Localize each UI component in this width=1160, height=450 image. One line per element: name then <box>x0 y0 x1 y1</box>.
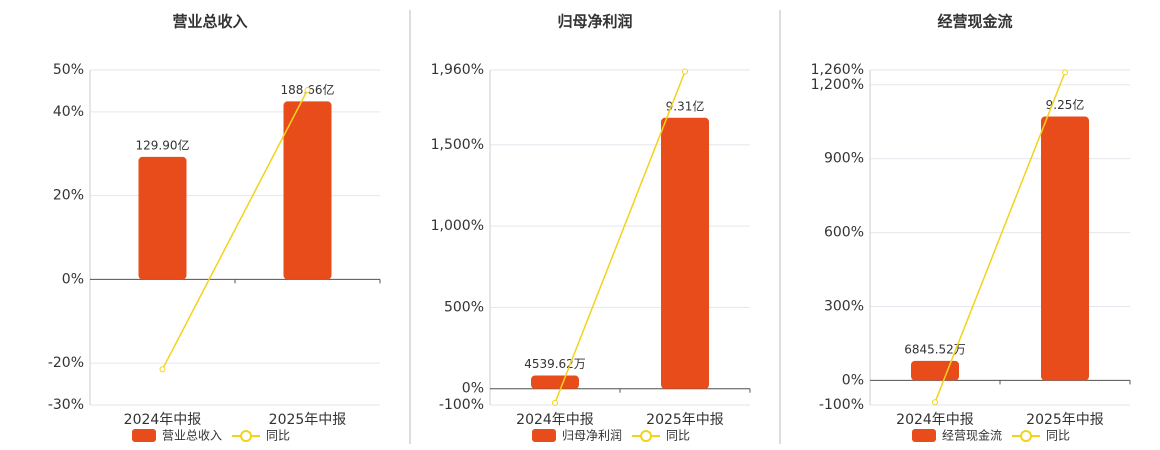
legend-swatch <box>132 429 156 442</box>
legend-label: 同比 <box>1046 429 1070 443</box>
legend-swatch <box>912 429 936 442</box>
legend-marker <box>240 430 252 442</box>
y-tick-label: -100% <box>439 397 484 413</box>
line <box>934 71 1066 403</box>
y-tick-label: 1,200% <box>811 77 864 93</box>
bar <box>661 117 709 389</box>
bar <box>911 360 959 381</box>
legend-label: 经营现金流 <box>942 428 1002 443</box>
legend-swatch <box>532 429 556 442</box>
legend-marker <box>1020 430 1032 442</box>
y-tick-label: 1,960% <box>431 62 484 78</box>
legend-label: 归母净利润 <box>562 429 622 443</box>
y-tick-label: -20% <box>48 355 84 371</box>
y-tick-label: -100% <box>819 397 864 413</box>
line <box>161 89 309 370</box>
y-tick-label: 0% <box>842 372 864 388</box>
y-tick-label: 50% <box>53 62 84 78</box>
x-tick-label: 2024年中报 <box>516 412 594 428</box>
chart-title: 归母净利润 <box>557 13 632 31</box>
y-tick-label: 500% <box>444 299 484 315</box>
line-point <box>304 86 311 93</box>
y-tick-label: 1,000% <box>431 218 484 234</box>
x-tick-label: 2025年中报 <box>1026 412 1104 428</box>
data-label: 6845.52万 <box>904 342 966 356</box>
y-tick-label: 1,500% <box>431 137 484 153</box>
data-label: 4539.62万 <box>524 357 586 371</box>
legend-label: 营业总收入 <box>162 429 222 443</box>
y-tick-label: 40% <box>53 104 84 120</box>
line <box>554 71 686 404</box>
y-tick-label: 300% <box>824 298 864 314</box>
line-point <box>932 399 938 406</box>
line-point <box>682 68 688 75</box>
x-tick-label: 2025年中报 <box>646 412 724 428</box>
line-point <box>159 366 166 373</box>
line-point <box>1062 69 1068 76</box>
legend-label: 同比 <box>666 429 690 443</box>
y-tick-label: 0% <box>62 271 84 287</box>
y-tick-label: 900% <box>824 151 864 167</box>
data-label: 9.25亿 <box>1046 97 1085 112</box>
y-tick-label: -30% <box>48 397 84 413</box>
data-label: 9.31亿 <box>666 98 705 113</box>
x-tick-label: 2024年中报 <box>896 412 974 428</box>
chart-title: 经营现金流 <box>937 13 1012 31</box>
bar <box>283 101 332 280</box>
x-tick-label: 2025年中报 <box>269 412 347 428</box>
legend-label: 同比 <box>266 429 290 443</box>
line-point <box>552 399 558 406</box>
data-label: 129.90亿 <box>136 137 190 152</box>
y-tick-label: 600% <box>824 225 864 241</box>
bar <box>531 375 579 389</box>
legend-marker <box>640 430 652 442</box>
bar <box>138 156 187 280</box>
y-tick-label: 1,260% <box>811 62 864 78</box>
y-tick-label: 20% <box>53 188 84 204</box>
x-tick-label: 2024年中报 <box>124 412 202 428</box>
y-tick-label: 0% <box>462 381 484 397</box>
bar <box>1041 116 1089 381</box>
chart-title: 营业总收入 <box>172 13 247 31</box>
